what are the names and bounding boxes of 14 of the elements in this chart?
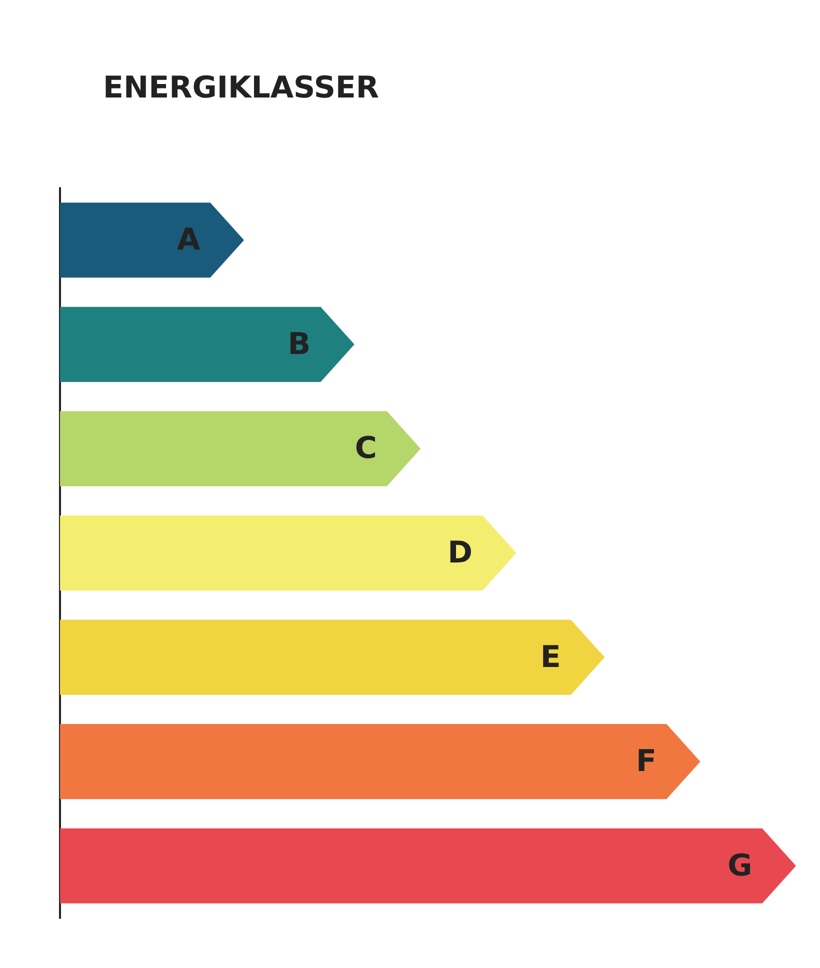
bar (60, 515, 516, 591)
bar (60, 724, 700, 800)
y-tick-label: B (288, 326, 311, 362)
bar (60, 620, 605, 695)
y-tick-label: E (540, 640, 561, 675)
y-tick-label: C (354, 431, 377, 466)
y-tick-label: F (636, 744, 657, 780)
chart-title: ENERGIKLASSER (103, 70, 380, 106)
bar (60, 411, 421, 486)
bar (60, 306, 354, 382)
y-tick-label: G (728, 848, 752, 884)
y-tick-label: D (448, 536, 473, 570)
bar (60, 828, 796, 904)
y-tick-label: A (176, 222, 201, 258)
